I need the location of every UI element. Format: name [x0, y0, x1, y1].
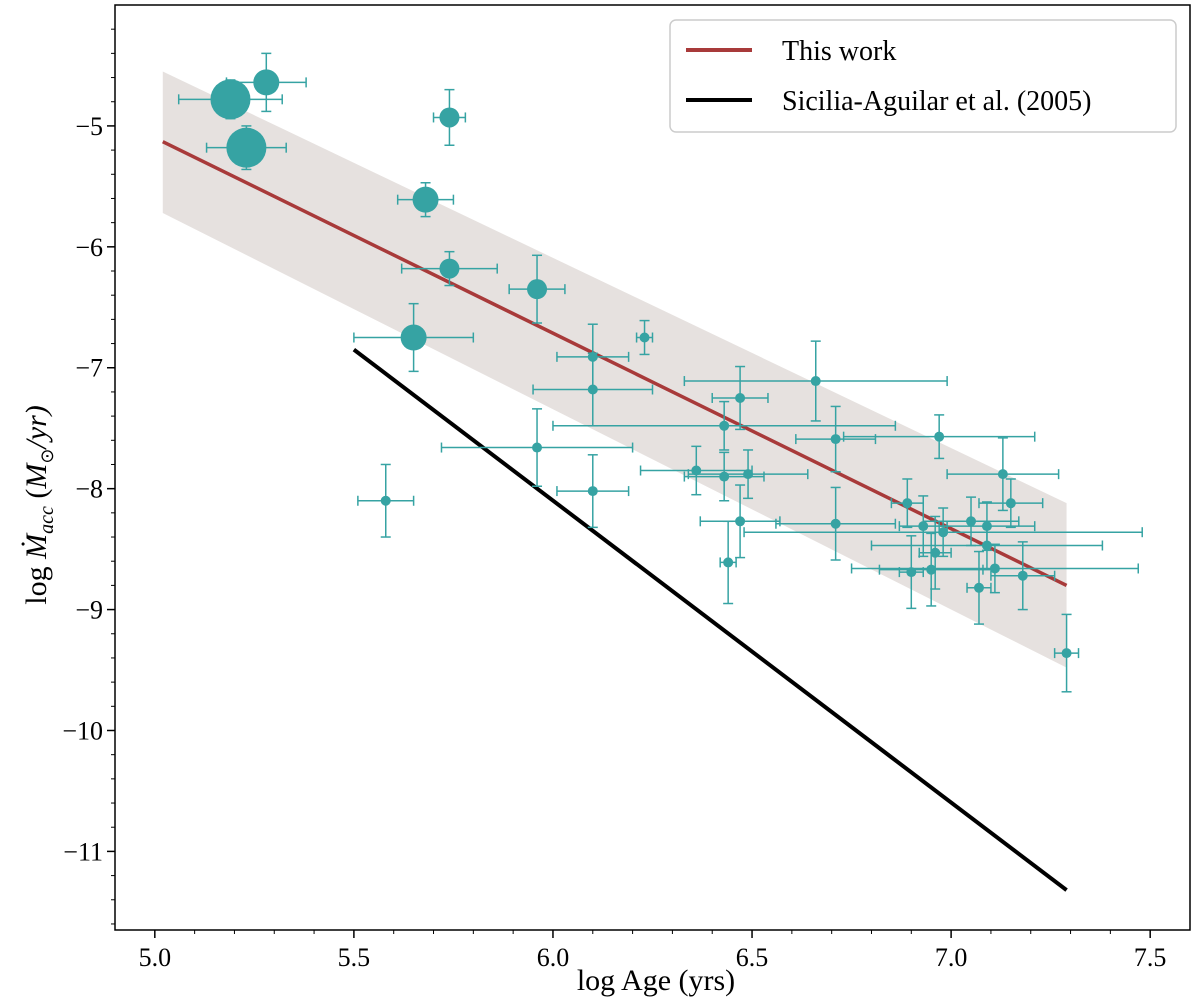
x-tick-label: 7.5: [1134, 943, 1167, 972]
data-point: [719, 471, 730, 482]
data-point: [906, 567, 917, 578]
data-point: [723, 557, 734, 568]
y-tick-label: −6: [75, 233, 103, 262]
data-point: [989, 563, 1000, 574]
legend: This work Sicilia-Aguilar et al. (2005): [669, 19, 1177, 133]
data-point: [210, 79, 251, 120]
data-point: [253, 69, 280, 96]
y-tick-label: −10: [62, 716, 103, 745]
data-point: [735, 516, 746, 527]
y-tick-label: −8: [75, 475, 103, 504]
data-point: [691, 465, 702, 476]
data-point: [930, 547, 941, 558]
fit-line-this-work: [162, 140, 1068, 587]
y-tick-label: −5: [75, 112, 103, 141]
data-point: [973, 582, 984, 593]
data-point: [1061, 648, 1072, 659]
data-point: [587, 486, 598, 497]
x-axis-label: log Age (yrs): [577, 964, 735, 997]
confidence-band: [162, 71, 1067, 668]
data-point: [981, 540, 992, 551]
data-point: [380, 495, 391, 506]
fit-line-sicilia-aguilar: [352, 348, 1068, 892]
data-point: [412, 186, 439, 213]
x-tick-label: 5.5: [338, 943, 371, 972]
y-tick-label: −11: [63, 837, 103, 866]
data-point: [902, 498, 913, 509]
data-point: [918, 521, 929, 532]
data-point: [830, 434, 841, 445]
y-tick-label: −7: [75, 354, 103, 383]
data-point: [226, 127, 267, 168]
data-point: [997, 469, 1008, 480]
y-axis-label: log Ṁacc (M⊙/yr): [20, 405, 58, 605]
y-tick-label: −9: [75, 596, 103, 625]
data-point: [1005, 498, 1016, 509]
data-point: [735, 392, 746, 403]
data-point: [966, 516, 977, 527]
data-point: [934, 431, 945, 442]
data-point: [639, 332, 650, 343]
data-point: [439, 107, 460, 128]
x-tick-label: 6.0: [537, 943, 570, 972]
x-tick-label: 7.0: [935, 943, 968, 972]
data-point: [439, 258, 460, 279]
data-point: [527, 279, 548, 300]
data-point: [981, 521, 992, 532]
data-point: [926, 564, 937, 575]
x-tick-label: 5.0: [139, 943, 172, 972]
data-point: [587, 384, 598, 395]
data-point: [532, 442, 543, 453]
plot-frame: [114, 4, 1191, 931]
data-point: [400, 324, 427, 351]
data-point: [830, 518, 841, 529]
legend-label-this-work: This work: [782, 36, 896, 67]
data-point: [1017, 570, 1028, 581]
data-point: [743, 469, 754, 480]
data-point: [719, 420, 730, 431]
data-point: [587, 351, 598, 362]
data-point: [938, 527, 949, 538]
data-point: [810, 376, 821, 387]
legend-label-sicilia-aguilar: Sicilia-Aguilar et al. (2005): [782, 86, 1091, 117]
x-tick-label: 6.5: [736, 943, 769, 972]
